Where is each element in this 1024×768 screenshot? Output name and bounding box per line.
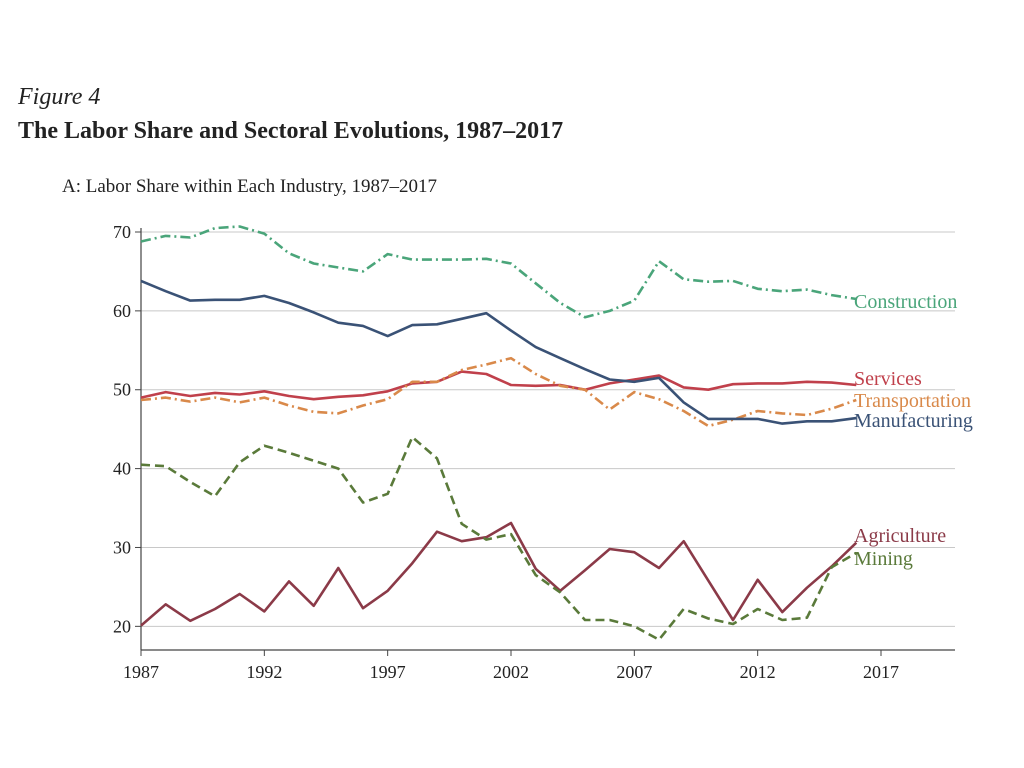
series-label-construction: Construction: [854, 291, 957, 313]
series-label-manufacturing: Manufacturing: [854, 410, 973, 432]
y-tick-label: 50: [113, 380, 131, 400]
x-tick-label: 2017: [863, 662, 899, 682]
series-labels: Construction ServicesTransportationManufa…: [854, 291, 973, 570]
figure-title: The Labor Share and Sectoral Evolutions,…: [18, 118, 564, 144]
series-label-services: Services: [854, 368, 922, 390]
y-tick-label: 30: [113, 537, 131, 557]
x-tick-label: 2002: [493, 662, 529, 682]
series-label-agriculture: Agriculture: [854, 525, 946, 547]
series-line-mining: [140, 435, 857, 642]
x-tick-label: 1992: [246, 662, 282, 682]
y-tick-label: 70: [113, 222, 131, 242]
x-tick-label: 2012: [740, 662, 776, 682]
y-tick-label: 60: [113, 301, 131, 321]
x-tick-label: 1987: [123, 662, 159, 682]
series-label-transportation: Transportation: [854, 390, 971, 412]
x-tick-label: 2007: [616, 662, 652, 682]
axes: 20 30 40 50 60 70 1987 1992 1997 2002 2007 2012 2017: [113, 222, 955, 682]
series-lines: [140, 225, 858, 642]
gridlines: [141, 231, 955, 627]
y-tick-label: 40: [113, 459, 131, 479]
series-line-construction: [140, 225, 857, 319]
series-line-manufacturing: [140, 279, 857, 425]
series-label-mining: Mining: [854, 548, 913, 570]
figure-label: Figure 4: [18, 84, 101, 110]
panel-title: A: Labor Share within Each Industry, 198…: [62, 176, 437, 197]
y-tick-label: 20: [113, 616, 131, 636]
x-tick-label: 1997: [370, 662, 406, 682]
series-line-services: [140, 370, 857, 401]
series-line-agriculture: [140, 521, 858, 627]
